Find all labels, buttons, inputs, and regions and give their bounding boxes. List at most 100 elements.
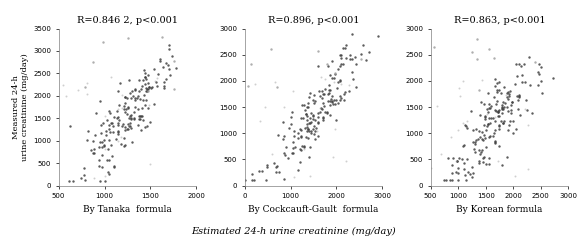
Point <box>533 70 543 74</box>
Point <box>490 77 500 81</box>
Point <box>479 102 489 106</box>
Point <box>536 65 546 69</box>
Point <box>141 125 150 129</box>
Point <box>136 114 145 118</box>
Point <box>303 123 312 126</box>
Point <box>329 76 338 80</box>
Point <box>315 110 325 114</box>
Point <box>89 147 98 151</box>
Point <box>272 164 282 168</box>
Point <box>462 178 471 182</box>
Point <box>498 103 507 107</box>
Point <box>349 77 358 81</box>
Point <box>339 92 349 96</box>
Point <box>451 170 461 174</box>
Point <box>104 127 113 131</box>
Point <box>89 151 98 155</box>
Point <box>263 165 272 169</box>
Point <box>330 102 339 105</box>
Point <box>113 121 122 125</box>
Point <box>482 124 492 128</box>
Point <box>337 53 346 57</box>
Point <box>476 100 486 104</box>
Point <box>108 154 117 158</box>
Point <box>351 63 360 66</box>
Point <box>96 123 105 127</box>
Point <box>465 172 475 176</box>
Point <box>301 135 311 139</box>
Point <box>336 96 346 100</box>
Point <box>490 108 499 111</box>
Point <box>331 127 340 131</box>
Point <box>462 126 472 130</box>
Point <box>506 89 515 93</box>
Point <box>132 96 142 100</box>
Point <box>495 80 504 84</box>
Point <box>475 152 485 156</box>
Point <box>533 84 543 87</box>
Point <box>510 174 519 178</box>
Point <box>144 81 153 85</box>
Point <box>169 21 179 25</box>
Point <box>508 131 517 135</box>
Point <box>316 106 326 110</box>
Point <box>112 137 121 141</box>
Point <box>141 71 150 74</box>
Point <box>122 96 131 100</box>
Point <box>286 115 295 119</box>
Point <box>101 174 110 178</box>
Point <box>272 85 282 89</box>
Point <box>281 145 291 149</box>
Point <box>318 92 328 96</box>
Point <box>474 161 483 165</box>
Point <box>100 147 109 150</box>
Point <box>284 126 294 130</box>
Point <box>103 158 112 162</box>
Point <box>322 110 331 114</box>
Point <box>520 63 529 66</box>
Point <box>534 72 544 76</box>
Point <box>461 123 470 127</box>
Point <box>362 59 371 62</box>
Point <box>117 135 126 139</box>
Point <box>124 124 134 128</box>
Point <box>534 62 544 66</box>
Point <box>167 55 176 58</box>
Point <box>135 114 145 118</box>
Point <box>290 145 299 149</box>
Point <box>316 75 326 79</box>
Point <box>308 117 317 121</box>
Point <box>328 155 338 159</box>
Point <box>138 84 147 88</box>
Point <box>296 116 305 119</box>
Point <box>94 145 104 149</box>
Point <box>302 114 312 118</box>
Point <box>158 35 167 39</box>
Point <box>137 128 146 132</box>
Point <box>473 138 482 141</box>
Point <box>125 91 135 95</box>
Point <box>333 101 342 105</box>
Point <box>328 102 338 106</box>
Point <box>342 56 351 60</box>
Point <box>114 115 123 119</box>
Point <box>289 175 298 179</box>
Point <box>130 117 139 121</box>
Point <box>144 87 153 90</box>
Point <box>135 89 144 93</box>
Point <box>459 161 469 165</box>
Point <box>97 131 106 134</box>
Point <box>325 83 334 87</box>
Point <box>475 113 484 117</box>
Point <box>336 94 345 98</box>
Title: R=0.846 2, p<0.001: R=0.846 2, p<0.001 <box>77 16 178 25</box>
Point <box>459 144 468 148</box>
Point <box>109 165 118 169</box>
Point <box>328 59 337 62</box>
Point <box>448 171 457 175</box>
Point <box>517 73 527 76</box>
Point <box>108 124 118 128</box>
Point <box>65 124 74 128</box>
Point <box>451 159 461 163</box>
Point <box>548 76 557 79</box>
